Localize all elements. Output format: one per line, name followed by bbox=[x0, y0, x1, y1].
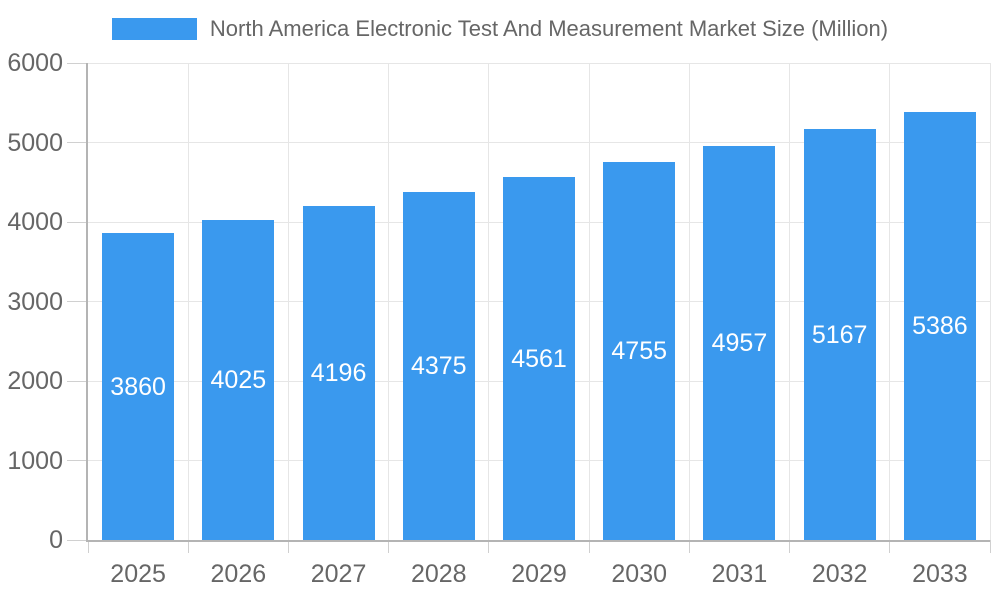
x-tick-label: 2031 bbox=[711, 560, 768, 588]
bar bbox=[803, 129, 876, 540]
x-gridline bbox=[989, 63, 991, 540]
x-axis-tick bbox=[488, 540, 490, 553]
x-tick-label: 2030 bbox=[611, 560, 668, 588]
bar bbox=[603, 161, 676, 540]
bar bbox=[402, 192, 475, 540]
x-axis-tick bbox=[287, 540, 289, 553]
x-axis-tick bbox=[889, 540, 891, 553]
bar bbox=[703, 145, 776, 540]
y-tick-label: 6000 bbox=[7, 49, 63, 77]
legend-swatch-icon bbox=[111, 18, 197, 40]
bar-value-label: 5167 bbox=[811, 320, 868, 349]
x-axis-line bbox=[86, 540, 990, 542]
x-axis-tick bbox=[688, 540, 690, 553]
x-axis-tick bbox=[87, 540, 89, 553]
bar bbox=[202, 220, 275, 540]
x-axis-tick bbox=[187, 540, 189, 553]
y-axis-tick bbox=[67, 380, 88, 382]
bar-value-label: 4375 bbox=[410, 352, 467, 381]
y-tick-label: 5000 bbox=[7, 128, 63, 157]
bar-value-label: 5386 bbox=[912, 311, 968, 340]
bar-value-label: 3860 bbox=[110, 372, 166, 401]
x-tick-label: 2028 bbox=[410, 560, 467, 588]
y-axis-line bbox=[86, 63, 88, 540]
y-axis-tick bbox=[67, 460, 88, 461]
legend: North America Electronic Test And Measur… bbox=[0, 16, 1000, 42]
bar bbox=[903, 111, 976, 540]
x-gridline bbox=[889, 63, 891, 540]
y-axis-tick bbox=[67, 62, 88, 64]
bar bbox=[302, 206, 375, 540]
y-axis-tick bbox=[67, 221, 88, 223]
x-axis-tick bbox=[989, 540, 991, 553]
y-gridline bbox=[88, 142, 990, 143]
y-tick-label: 1000 bbox=[7, 446, 63, 475]
bar-value-label: 4755 bbox=[611, 336, 668, 365]
bar-value-label: 4196 bbox=[310, 359, 367, 388]
y-tick-label: 4000 bbox=[7, 208, 63, 236]
x-tick-label: 2025 bbox=[110, 560, 166, 588]
x-gridline bbox=[388, 63, 390, 540]
x-gridline bbox=[789, 63, 791, 540]
x-tick-label: 2027 bbox=[310, 560, 367, 588]
bar-value-label: 4561 bbox=[511, 344, 567, 373]
y-axis-tick bbox=[67, 301, 88, 302]
y-axis-tick bbox=[67, 142, 88, 143]
x-axis-tick bbox=[789, 540, 791, 553]
y-axis-tick bbox=[67, 539, 88, 541]
x-tick-label: 2033 bbox=[912, 560, 968, 588]
x-gridline bbox=[287, 63, 289, 540]
y-tick-label: 3000 bbox=[7, 287, 63, 316]
bar bbox=[503, 177, 575, 540]
y-gridline bbox=[88, 62, 990, 64]
y-tick-label: 2000 bbox=[7, 367, 63, 395]
x-axis-tick bbox=[388, 540, 390, 553]
x-gridline bbox=[688, 63, 690, 540]
legend-item[interactable]: North America Electronic Test And Measur… bbox=[111, 16, 889, 42]
legend-label: North America Electronic Test And Measur… bbox=[209, 16, 889, 41]
y-tick-label: 0 bbox=[49, 526, 63, 554]
x-tick-label: 2026 bbox=[210, 560, 267, 588]
x-tick-label: 2032 bbox=[811, 560, 868, 588]
x-tick-label: 2029 bbox=[511, 560, 567, 588]
bar-value-label: 4025 bbox=[210, 366, 267, 394]
bar-value-label: 4957 bbox=[711, 328, 768, 357]
x-axis-tick bbox=[588, 540, 590, 553]
x-gridline bbox=[588, 63, 590, 540]
x-gridline bbox=[488, 63, 490, 540]
bar bbox=[102, 233, 175, 540]
x-gridline bbox=[187, 63, 189, 540]
